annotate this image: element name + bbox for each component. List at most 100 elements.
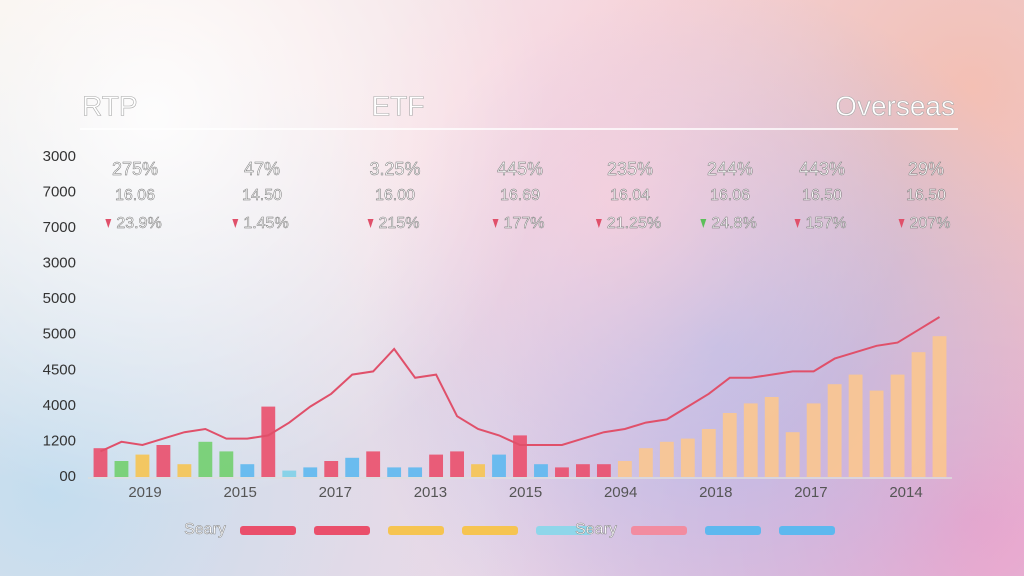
stat-change: 215% (379, 215, 420, 232)
legend-swatch (240, 526, 296, 535)
bar (198, 441, 213, 477)
y-axis-label: 4500 (43, 361, 76, 378)
bar (492, 454, 506, 477)
y-axis-label: 1200 (43, 432, 76, 449)
bar (576, 464, 590, 477)
stat-change: 157% (806, 215, 847, 232)
bar (177, 464, 192, 477)
x-axis-label: 2013 (414, 484, 447, 501)
bar (869, 390, 884, 477)
bar (450, 451, 464, 477)
change-arrow (794, 219, 801, 228)
stat-price: 16.00 (375, 187, 415, 204)
x-axis-label: 2094 (604, 484, 637, 501)
bar (722, 413, 737, 477)
change-arrow (492, 219, 499, 228)
bar (240, 464, 255, 477)
bar (932, 336, 947, 477)
bar (135, 454, 150, 477)
stat-percent: 47% (244, 159, 280, 179)
header-center: ETF (372, 90, 425, 121)
bar (617, 461, 632, 477)
bar (680, 438, 695, 477)
x-axis-label: 2014 (889, 484, 922, 501)
legend-swatch (314, 526, 370, 535)
stat-percent: 29% (908, 159, 944, 179)
x-axis-label: 2015 (509, 484, 542, 501)
change-arrow (898, 219, 905, 228)
bar (638, 448, 653, 477)
stat-change: 207% (910, 215, 951, 232)
header-right: Overseas (835, 90, 955, 121)
stat-percent: 443% (799, 159, 845, 179)
y-axis-label: 5000 (43, 290, 76, 307)
bar (743, 403, 758, 477)
stat-price: 14.50 (242, 187, 282, 204)
header-left: RTP (82, 90, 138, 121)
y-axis-label: 7000 (43, 184, 76, 201)
stat-price: 16.06 (115, 187, 155, 204)
bar (848, 374, 863, 477)
x-axis-label: 2017 (319, 484, 352, 501)
x-axis-label: 2015 (223, 484, 256, 501)
bar (513, 435, 527, 477)
stat-percent: 235% (607, 159, 653, 179)
legend-swatch (705, 526, 761, 535)
bar (93, 448, 108, 477)
bar (555, 467, 569, 477)
bar (282, 470, 297, 477)
bar (534, 464, 548, 477)
y-axis-label: 7000 (43, 219, 76, 236)
change-arrow (105, 219, 112, 228)
y-axis-label: 4000 (43, 397, 76, 414)
stat-price: 16.50 (906, 187, 946, 204)
stat-price: 16.04 (610, 187, 650, 204)
bar (911, 352, 926, 477)
bar (408, 467, 423, 477)
legend-swatch (462, 526, 518, 535)
change-arrow (700, 219, 707, 228)
bar (701, 429, 716, 477)
x-axis-label: 2017 (794, 484, 827, 501)
change-arrow (595, 219, 602, 228)
legend-label: Seary (575, 521, 617, 538)
y-axis-label: 00 (59, 468, 76, 485)
bar (366, 451, 381, 477)
bar (659, 441, 674, 477)
bar (764, 397, 779, 477)
legend-label: Seary (184, 521, 226, 538)
bar (429, 454, 444, 477)
trend-line (100, 316, 941, 453)
stat-change: 24.8% (711, 215, 756, 232)
bar (827, 384, 842, 477)
stat-price: 16.69 (500, 187, 540, 204)
stat-change: 177% (504, 215, 545, 232)
stat-change: 23.9% (116, 215, 161, 232)
bar (324, 461, 339, 477)
legend-swatch (388, 526, 444, 535)
y-axis-label: 3000 (43, 148, 76, 165)
bar (261, 406, 276, 477)
bar (303, 467, 318, 477)
bar (596, 464, 611, 477)
bar (345, 457, 360, 477)
bar (387, 467, 402, 477)
change-arrow (232, 219, 239, 228)
stat-price: 16.50 (802, 187, 842, 204)
bar (219, 451, 234, 477)
legend-swatch (779, 526, 835, 535)
bar (114, 461, 129, 477)
y-axis-label: 3000 (43, 255, 76, 272)
x-axis-label: 2018 (699, 484, 732, 501)
stat-percent: 244% (707, 159, 753, 179)
stat-change: 1.45% (243, 215, 288, 232)
bar (156, 445, 171, 477)
stat-price: 16.06 (710, 187, 750, 204)
x-axis-label: 2019 (128, 484, 161, 501)
y-axis-label: 5000 (43, 326, 76, 343)
bar (806, 403, 821, 477)
change-arrow (367, 219, 374, 228)
bar (890, 374, 905, 477)
